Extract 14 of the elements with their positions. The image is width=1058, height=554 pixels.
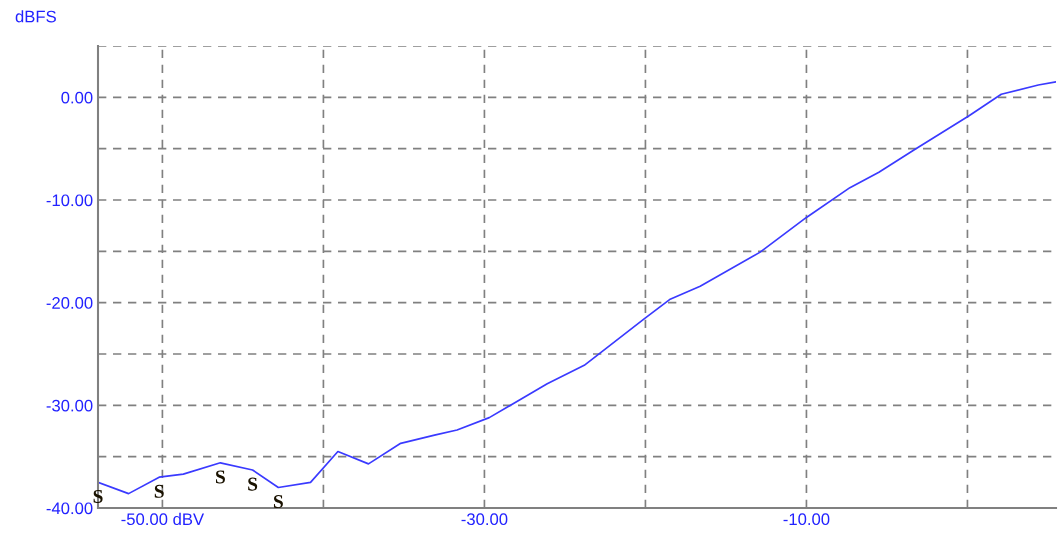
annotation: S xyxy=(248,477,258,491)
y-tick-label: -20.00 xyxy=(46,297,93,309)
x-tick-label: -10.00 xyxy=(783,513,830,526)
x-tick-label: -50.00 dBV xyxy=(121,512,205,526)
y-tick-label: -40.00 xyxy=(46,502,93,515)
x-tick-label: -30.00 xyxy=(461,513,508,526)
annotation: S xyxy=(154,484,164,498)
y-axis-title: dBFS xyxy=(15,10,56,23)
annotation: S xyxy=(273,495,283,509)
annotation: S xyxy=(93,489,103,503)
y-tick-label: -30.00 xyxy=(46,399,93,412)
annotation: S xyxy=(216,470,225,484)
y-tick-label: -10.00 xyxy=(46,194,93,207)
y-tick-label: 0.00 xyxy=(61,91,93,104)
